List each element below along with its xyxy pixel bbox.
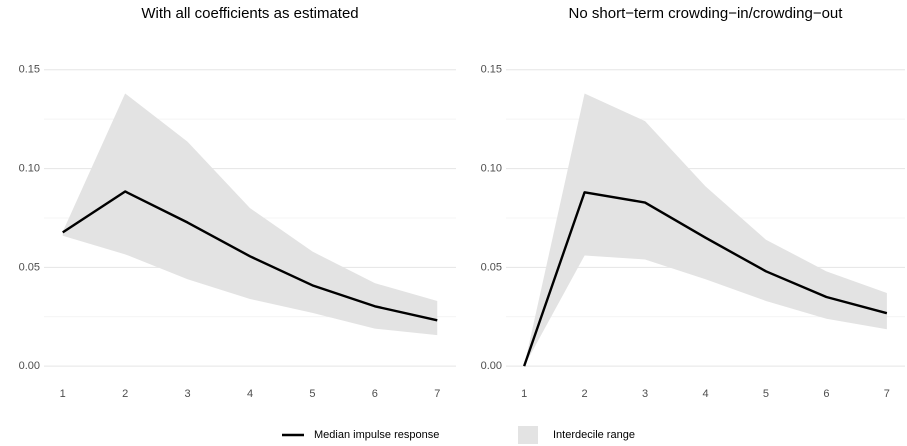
x-tick-label: 4 xyxy=(702,388,708,400)
interdecile-band xyxy=(524,93,887,367)
y-tick-label: 0.15 xyxy=(19,64,40,76)
x-tick-label: 2 xyxy=(122,388,128,400)
median-line xyxy=(523,191,888,367)
x-tick-label: 3 xyxy=(185,388,191,400)
x-tick-label: 5 xyxy=(763,388,769,400)
interdecile-band xyxy=(62,93,438,336)
legend-label: Interdecile range xyxy=(553,429,635,441)
median-line xyxy=(62,190,438,322)
y-tick-label: 0.05 xyxy=(481,261,502,273)
y-tick-label: 0.10 xyxy=(19,162,40,174)
x-tick-label: 1 xyxy=(521,388,527,400)
x-tick-label: 3 xyxy=(642,388,648,400)
panel-title: With all coefficients as estimated xyxy=(141,5,358,22)
x-tick-label: 5 xyxy=(309,388,315,400)
x-tick-label: 6 xyxy=(823,388,829,400)
x-tick-label: 7 xyxy=(434,388,440,400)
y-tick-label: 0.10 xyxy=(481,162,502,174)
x-tick-label: 4 xyxy=(247,388,253,400)
x-tick-label: 2 xyxy=(582,388,588,400)
y-tick-label: 0.15 xyxy=(481,64,502,76)
legend-label: Median impulse response xyxy=(314,429,439,441)
x-tick-label: 7 xyxy=(884,388,890,400)
y-tick-label: 0.00 xyxy=(481,360,502,372)
x-tick-label: 1 xyxy=(60,388,66,400)
x-tick-label: 6 xyxy=(372,388,378,400)
legend-band-key xyxy=(518,426,538,444)
y-tick-label: 0.00 xyxy=(19,360,40,372)
y-tick-label: 0.05 xyxy=(19,261,40,273)
panel-title: No short−term crowding−in/crowding−out xyxy=(569,5,844,22)
